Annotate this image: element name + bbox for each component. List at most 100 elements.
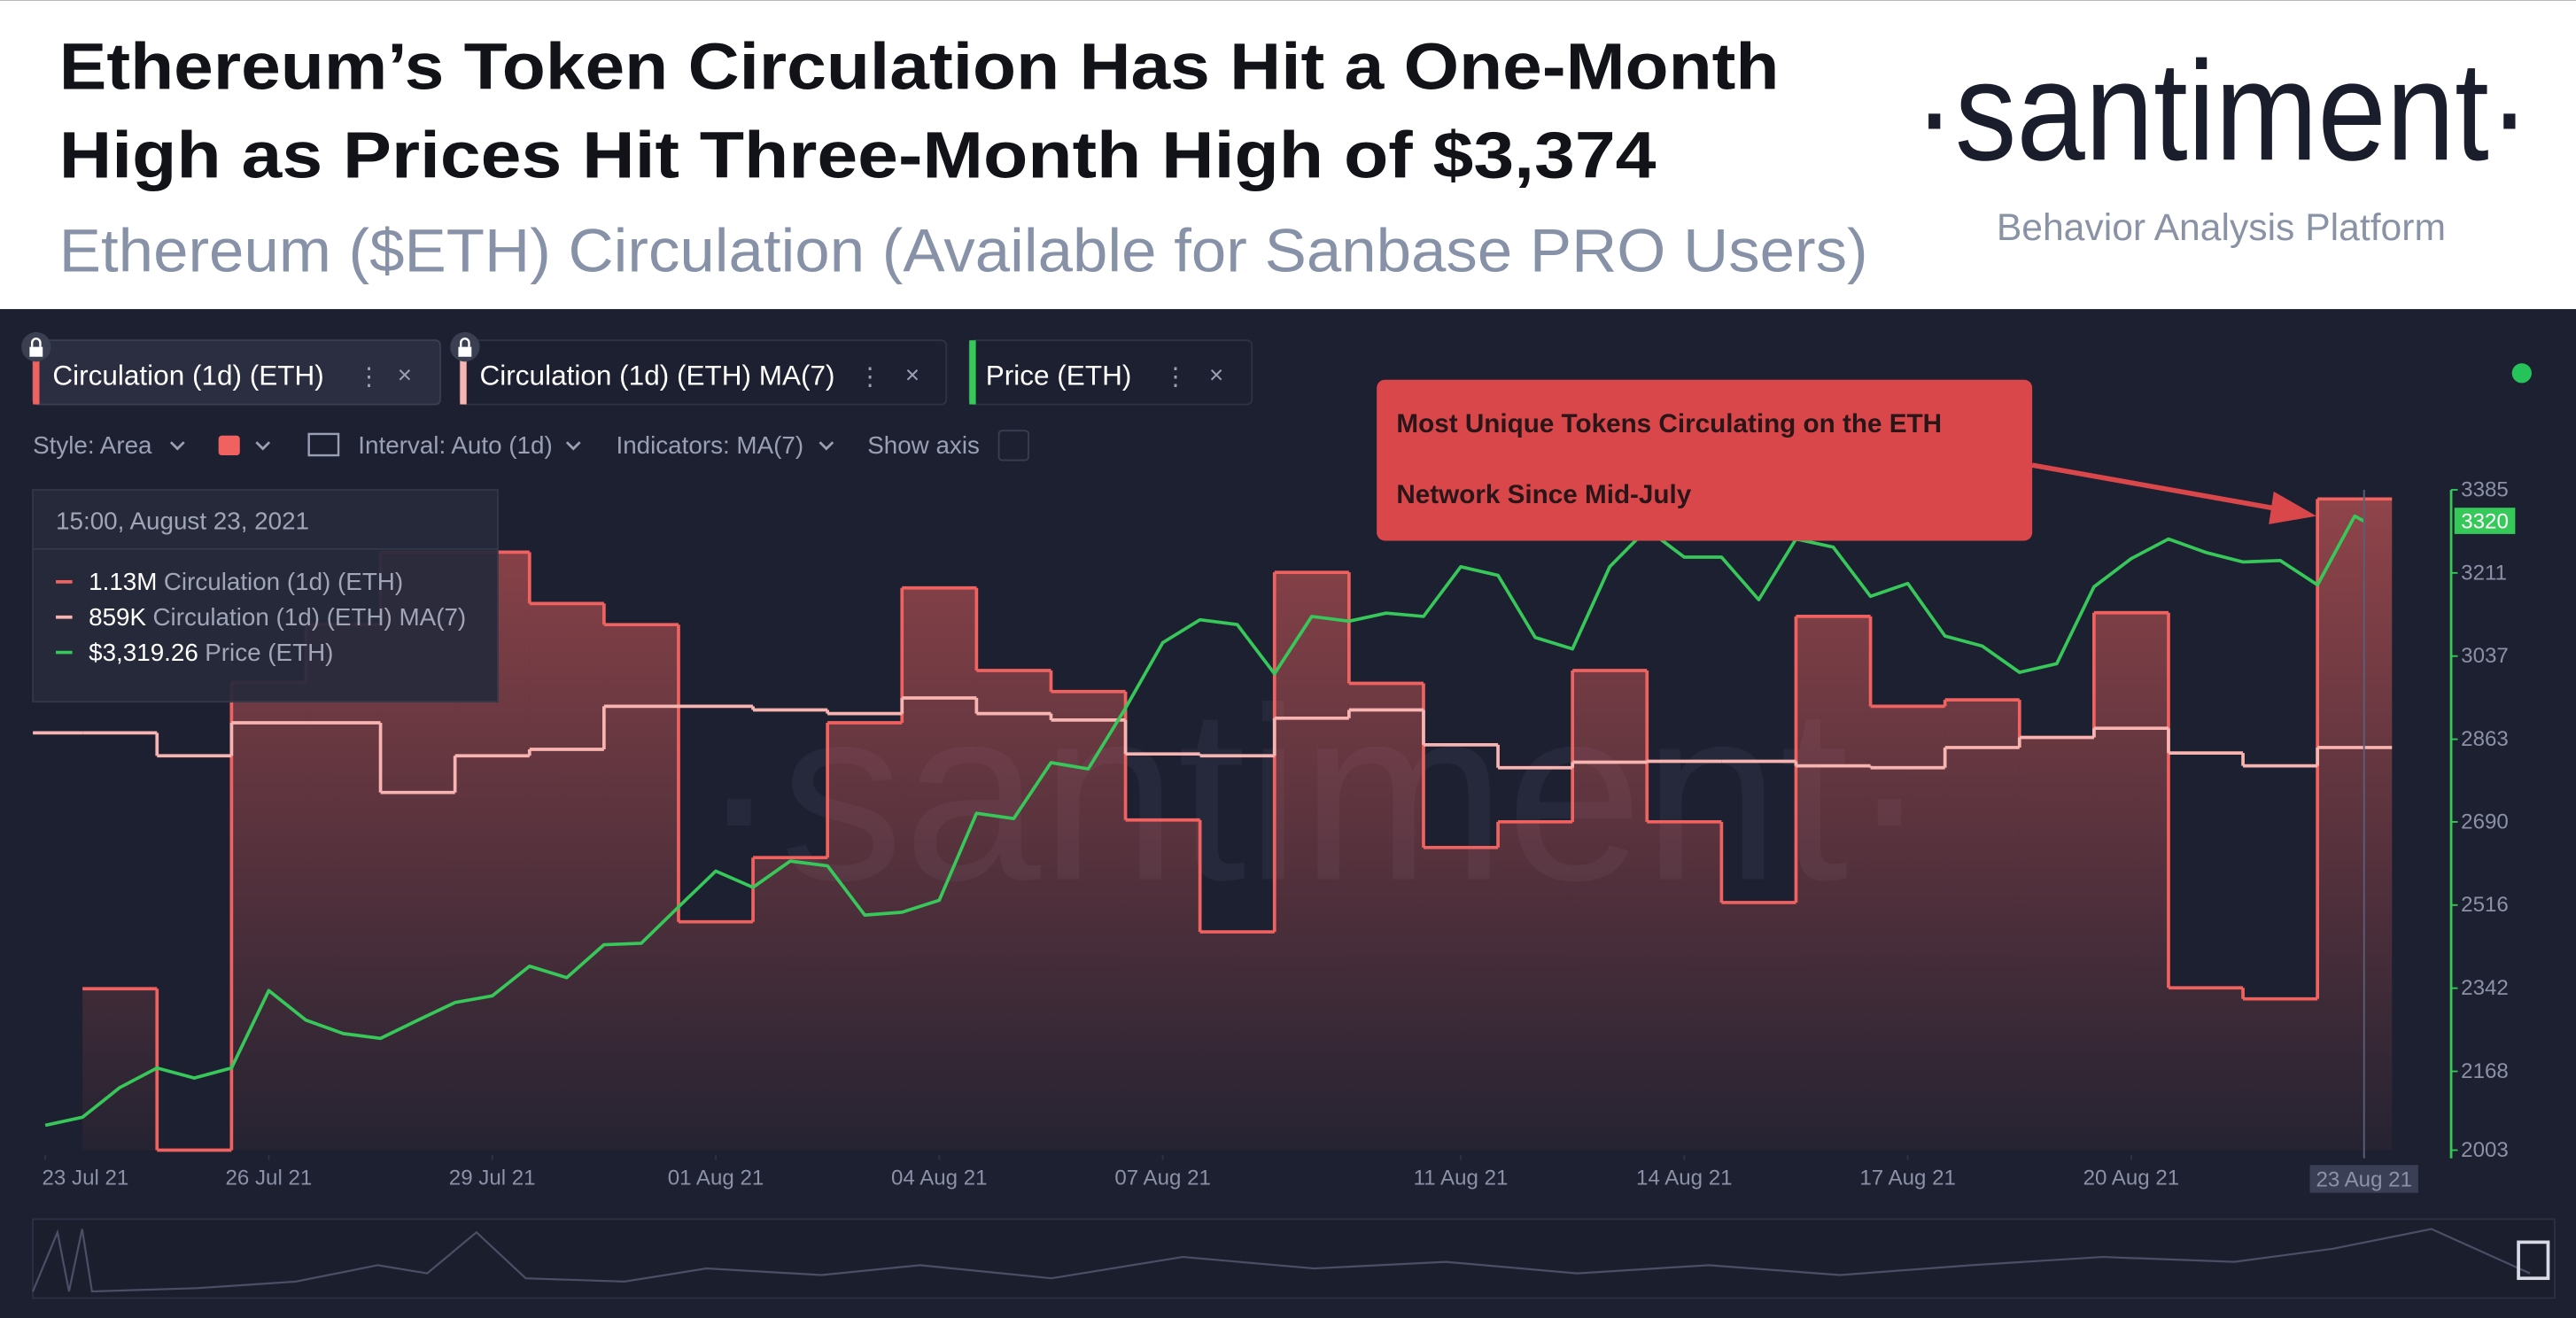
area-step [753, 857, 828, 1151]
area-step [1498, 821, 1573, 1151]
area-step [2168, 988, 2244, 1151]
y2-tick-label: 2003 [2461, 1138, 2509, 1162]
area-step [1944, 700, 2020, 1151]
x-tick-label: 29 Jul 21 [449, 1166, 536, 1190]
tab-color [460, 340, 467, 405]
area-step [2317, 499, 2393, 1151]
metric-tab[interactable]: Circulation (1d) (ETH) MA(7) ⋮ × [459, 339, 948, 406]
subtitle: Ethereum ($ETH) Circulation (Available f… [59, 216, 1868, 284]
navigator-line [32, 1228, 2531, 1293]
x-tick-label: 14 Aug 21 [1636, 1166, 1733, 1190]
lock-icon [21, 331, 51, 362]
tooltip-value: $3,319.26 [89, 639, 198, 666]
status-dot [2511, 363, 2532, 384]
tooltip-row: $3,319.26 Price (ETH) [89, 639, 333, 666]
title-line: High as Prices Hit Three-Month High of $… [59, 119, 1657, 192]
tooltip-row: 859K Circulation (1d) (ETH) MA(7) [89, 603, 466, 631]
area-step [1274, 572, 1349, 1151]
tooltip-row: 1.13M Circulation (1d) (ETH) [89, 568, 403, 595]
area-step [1796, 616, 1871, 1151]
area-step [603, 624, 679, 1151]
price-marker-label: 3320 [2461, 509, 2509, 533]
area-step [1125, 819, 1200, 1151]
arrow-head [2269, 491, 2316, 524]
x-tick-label: 04 Aug 21 [891, 1166, 988, 1190]
tooltip-value: 859K [89, 603, 146, 631]
toolbar-style[interactable]: Style: Area [33, 431, 152, 459]
metric-tab[interactable]: Price (ETH) ⋮ × [968, 339, 1253, 406]
area-step [1199, 932, 1275, 1151]
navigator[interactable] [32, 1218, 2556, 1299]
area-step [1647, 821, 1722, 1151]
plot-overlay: 2003 2168 2342 2516 2690 2863 3037 3211 3385 23 J… [43, 477, 2516, 1193]
crosshair-label: 23 Aug 21 [2316, 1167, 2412, 1191]
area-step [1721, 902, 1796, 1151]
toolbar-show-axis[interactable]: Show axis [867, 431, 980, 459]
x-tick-label: 26 Jul 21 [226, 1166, 313, 1190]
toolbar-indicators[interactable]: Indicators: MA(7) [616, 431, 803, 459]
navigator-handle[interactable] [2517, 1240, 2550, 1281]
tooltip-value: 1.13M [89, 568, 157, 595]
interval-icon [307, 432, 340, 457]
y2-tick-label: 2690 [2461, 810, 2509, 833]
tooltip: 15:00, August 23, 2021 1.13M Circulation … [32, 489, 499, 703]
area-step [2093, 612, 2169, 1151]
y2-tick-label: 2863 [2461, 727, 2509, 751]
area-step [827, 722, 903, 1151]
tab-label: Circulation (1d) (ETH) [52, 359, 323, 391]
metric-tab[interactable]: Circulation (1d) (ETH) ⋮ × [32, 339, 441, 406]
header-bg [0, 0, 2576, 309]
color-picker[interactable] [218, 435, 240, 456]
area-step [1572, 670, 1648, 1151]
annotation-arrow [2031, 462, 2273, 511]
tooltip-series-name: Circulation (1d) (ETH) [164, 568, 403, 595]
lock-icon [450, 331, 480, 362]
chevron [255, 441, 271, 451]
x-tick-label: 07 Aug 21 [1114, 1166, 1211, 1190]
x-tick-label: 20 Aug 21 [2083, 1166, 2180, 1190]
area-step [976, 670, 1051, 1151]
tab-label: Circulation (1d) (ETH) MA(7) [480, 359, 835, 391]
y2-tick-label: 3037 [2461, 644, 2509, 668]
tab-close[interactable]: × [905, 361, 919, 388]
area-step [529, 603, 604, 1151]
x-tick-label: 17 Aug 21 [1859, 1166, 1956, 1190]
checkbox[interactable] [997, 430, 1029, 461]
area-step [2019, 737, 2094, 1151]
crosshair-label-bg [2309, 1165, 2418, 1193]
tab-close[interactable]: × [398, 361, 412, 388]
y2-tick-label: 2516 [2461, 893, 2509, 917]
area-step [678, 921, 754, 1151]
tab-close[interactable]: × [1209, 361, 1223, 388]
y2-tick-label: 3211 [2461, 561, 2507, 585]
tab-menu[interactable]: ⋮ [1163, 362, 1188, 390]
tooltip-series-name: Price (ETH) [205, 639, 333, 666]
area-step [1348, 683, 1424, 1151]
price-marker [2454, 508, 2516, 534]
toolbar-interval[interactable]: Interval: Auto (1d) [358, 431, 552, 459]
area-step [1870, 706, 1945, 1151]
brand-logo: ·santiment· [1914, 32, 2530, 190]
area-step [306, 624, 381, 1151]
tooltip-bg [32, 489, 499, 703]
tab-label: Price (ETH) [986, 359, 1132, 391]
annotation-box [1377, 379, 2033, 541]
y2-tick-label: 3385 [2461, 477, 2509, 501]
area-step [1423, 847, 1499, 1151]
area-step [1051, 691, 1126, 1151]
annotation-text: Network Since Mid-July [1396, 480, 1691, 509]
tab-color [33, 340, 40, 405]
tab-menu[interactable]: ⋮ [356, 362, 381, 390]
x-tick-label: 11 Aug 21 [1414, 1166, 1509, 1190]
chevron [169, 441, 185, 451]
annotation-text: Most Unique Tokens Circulating on the ET… [1396, 409, 1942, 438]
brand-tagline: Behavior Analysis Platform [1997, 206, 2446, 249]
tooltip-date: 15:00, August 23, 2021 [56, 507, 309, 534]
price-line [44, 514, 2365, 1128]
chevron [819, 441, 834, 451]
tab-menu[interactable]: ⋮ [857, 362, 882, 390]
chevron [565, 441, 581, 451]
title-line: Ethereum’s Token Circulation Has Hit a O… [59, 29, 1780, 103]
